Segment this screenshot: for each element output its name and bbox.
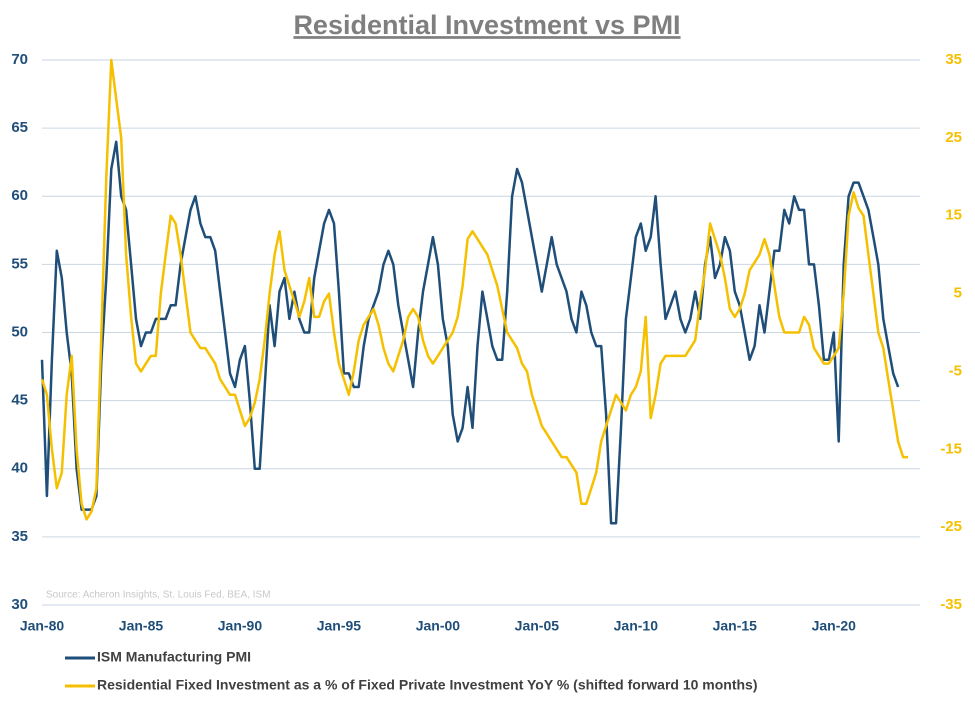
series-line	[40, 58, 908, 521]
legend-label: Residential Fixed Investment as a % of F…	[97, 677, 758, 693]
y2-tick-label: 35	[945, 51, 962, 68]
y2-tick-label: -25	[940, 518, 962, 535]
y-tick-label: 30	[11, 596, 28, 613]
y-tick-label: 35	[11, 528, 28, 545]
chart-title: Residential Investment vs PMI	[293, 10, 680, 40]
y-tick-label: 65	[11, 119, 28, 136]
source-note: Source: Acheron Insights, St. Louis Fed,…	[46, 590, 271, 601]
y-tick-label: 70	[11, 51, 28, 68]
y2-tick-label: -35	[940, 596, 962, 613]
x-tick-label: Jan-00	[416, 618, 461, 634]
x-tick-label: Jan-90	[218, 618, 263, 634]
y-tick-label: 50	[11, 323, 28, 340]
x-tick-label: Jan-15	[713, 618, 758, 634]
x-tick-label: Jan-95	[317, 618, 362, 634]
x-tick-label: Jan-05	[515, 618, 560, 634]
x-tick-label: Jan-20	[812, 618, 857, 634]
y-tick-label: 55	[11, 255, 28, 272]
y2-tick-label: 15	[945, 207, 962, 224]
y2-tick-label: 5	[954, 285, 962, 302]
y-tick-label: 60	[11, 187, 28, 204]
x-tick-label: Jan-85	[119, 618, 164, 634]
y2-tick-label: -5	[949, 362, 962, 379]
x-tick-label: Jan-80	[20, 618, 65, 634]
y-tick-label: 40	[11, 460, 28, 477]
series-line	[40, 140, 900, 525]
legend-label: ISM Manufacturing PMI	[97, 649, 251, 665]
y2-tick-label: -15	[940, 440, 962, 457]
x-tick-label: Jan-10	[614, 618, 659, 634]
y-tick-label: 45	[11, 392, 28, 409]
y2-tick-label: 25	[945, 129, 962, 146]
